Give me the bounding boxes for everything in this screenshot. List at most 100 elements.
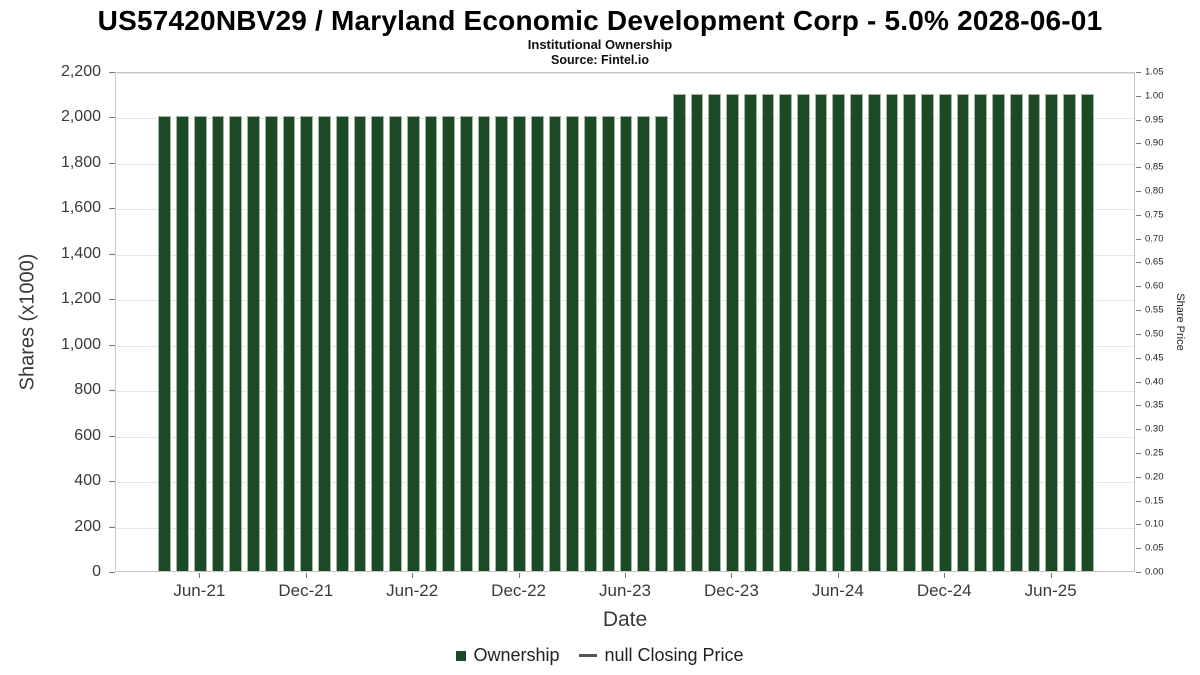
ownership-bar[interactable] <box>655 116 668 571</box>
ownership-bar[interactable] <box>566 116 580 571</box>
right-axis-tick-mark <box>1136 357 1141 359</box>
ownership-bar[interactable] <box>513 116 526 571</box>
ownership-bar[interactable] <box>743 93 757 571</box>
x-axis-tick-mark <box>1050 573 1052 578</box>
ownership-bar[interactable] <box>1009 93 1023 571</box>
y-axis-tick-mark <box>109 572 115 573</box>
right-axis-tick-mark <box>1136 548 1141 550</box>
y-axis-tick-mark <box>109 344 115 346</box>
x-axis-tick-mark <box>518 573 520 578</box>
ownership-bar[interactable] <box>1045 93 1059 571</box>
right-axis-tick-mark <box>1136 214 1141 216</box>
ownership-bar[interactable] <box>193 116 207 571</box>
ownership-bar[interactable] <box>1063 93 1076 571</box>
ownership-bar[interactable] <box>318 116 331 571</box>
y-axis-tick-label: 200 <box>74 517 101 535</box>
y-axis-tick-label: 2,000 <box>60 108 101 126</box>
ownership-bar[interactable] <box>726 93 739 571</box>
x-axis-tick-label: Jun-22 <box>386 581 439 600</box>
y-axis-tick-mark <box>109 526 115 528</box>
right-axis-tick-mark <box>1136 381 1141 383</box>
right-axis-tick-mark <box>1136 429 1141 431</box>
ownership-bar[interactable] <box>353 116 367 571</box>
ownership-bar[interactable] <box>371 116 385 571</box>
ownership-bar[interactable] <box>229 116 243 571</box>
bars-container <box>116 73 1134 571</box>
ownership-bar[interactable] <box>477 116 491 571</box>
right-axis-tick-mark <box>1136 310 1141 312</box>
ownership-bar[interactable] <box>530 116 544 571</box>
ownership-bar[interactable] <box>637 116 651 571</box>
y-axis-tick-label: 1,800 <box>60 153 101 171</box>
ownership-bar[interactable] <box>796 93 810 571</box>
right-axis-tick-mark <box>1136 238 1141 240</box>
y-axis-label-right: Share Price <box>1174 293 1186 351</box>
ownership-bar[interactable] <box>956 93 970 571</box>
ownership-bar[interactable] <box>672 93 686 571</box>
ownership-bar[interactable] <box>335 116 349 571</box>
right-axis-tick-label: 0.40 <box>1145 376 1164 388</box>
ownership-bar[interactable] <box>158 116 172 571</box>
chart-subtitle: Institutional Ownership <box>527 37 673 52</box>
ownership-bar[interactable] <box>921 93 934 571</box>
right-axis-tick-label: 0.60 <box>1145 280 1164 292</box>
ownership-bar[interactable] <box>690 93 704 571</box>
y-axis-tick-mark <box>109 162 115 164</box>
ownership-bar[interactable] <box>264 116 278 571</box>
right-axis-tick-mark <box>1136 333 1141 335</box>
y-axis-tick-mark <box>109 117 115 119</box>
right-axis-tick-label: 0.50 <box>1145 328 1164 340</box>
x-axis-tick-label: Jun-25 <box>1024 581 1077 600</box>
ownership-bar[interactable] <box>389 116 402 571</box>
right-axis-tick-label: 0.10 <box>1145 518 1164 530</box>
y-axis-tick-label: 400 <box>74 472 101 490</box>
ownership-bar[interactable] <box>176 116 189 571</box>
x-axis-tick-label: Dec-22 <box>491 581 546 600</box>
closing-price-series-marker-icon <box>579 654 598 657</box>
ownership-bar[interactable] <box>974 93 988 571</box>
chart-source: Source: Fintel.io <box>551 53 649 67</box>
ownership-bar[interactable] <box>938 93 952 571</box>
ownership-bar[interactable] <box>247 116 260 571</box>
ownership-bar[interactable] <box>601 116 615 571</box>
ownership-bar[interactable] <box>459 116 473 571</box>
ownership-bar[interactable] <box>903 93 917 571</box>
right-axis-tick-label: 0.80 <box>1145 185 1164 197</box>
ownership-bar[interactable] <box>832 93 846 571</box>
legend-item-ownership[interactable]: Ownership <box>456 645 559 666</box>
x-axis-tick-label: Jun-24 <box>811 581 864 600</box>
ownership-bar[interactable] <box>708 93 722 571</box>
ownership-bar[interactable] <box>406 116 420 571</box>
gridline <box>116 73 1134 74</box>
right-axis-tick-label: 0.55 <box>1145 304 1164 316</box>
ownership-bar[interactable] <box>779 93 792 571</box>
ownership-bar[interactable] <box>1027 93 1041 571</box>
legend-item-closing-price[interactable]: null Closing Price <box>579 645 744 666</box>
x-axis-tick-mark <box>625 573 626 578</box>
ownership-bar[interactable] <box>885 93 899 571</box>
legend-label-ownership: Ownership <box>473 645 560 665</box>
ownership-bar[interactable] <box>867 93 881 571</box>
right-axis-tick-label: 1.05 <box>1145 66 1164 78</box>
ownership-bar[interactable] <box>619 116 633 571</box>
ownership-bar[interactable] <box>424 116 438 571</box>
ownership-bar[interactable] <box>548 116 562 571</box>
ownership-bar[interactable] <box>1080 93 1094 571</box>
ownership-bar[interactable] <box>211 116 225 571</box>
ownership-bar[interactable] <box>992 93 1005 571</box>
right-axis-tick-mark <box>1136 405 1141 407</box>
x-axis-tick-label: Jun-23 <box>599 581 651 600</box>
ownership-bar[interactable] <box>761 93 775 571</box>
ownership-bar[interactable] <box>814 93 828 571</box>
legend-label-closing-price: null Closing Price <box>604 645 744 665</box>
ownership-bar[interactable] <box>442 116 456 571</box>
right-axis-tick-mark <box>1136 72 1141 73</box>
right-axis-tick-mark <box>1136 286 1141 288</box>
ownership-bar[interactable] <box>850 93 863 571</box>
ownership-bar[interactable] <box>300 116 314 571</box>
right-axis-tick-label: 0.70 <box>1145 233 1164 245</box>
ownership-bar[interactable] <box>584 116 597 571</box>
ownership-bar[interactable] <box>282 116 296 571</box>
ownership-bar[interactable] <box>495 116 509 571</box>
chart-title: US57420NBV29 / Maryland Economic Develop… <box>97 5 1103 36</box>
